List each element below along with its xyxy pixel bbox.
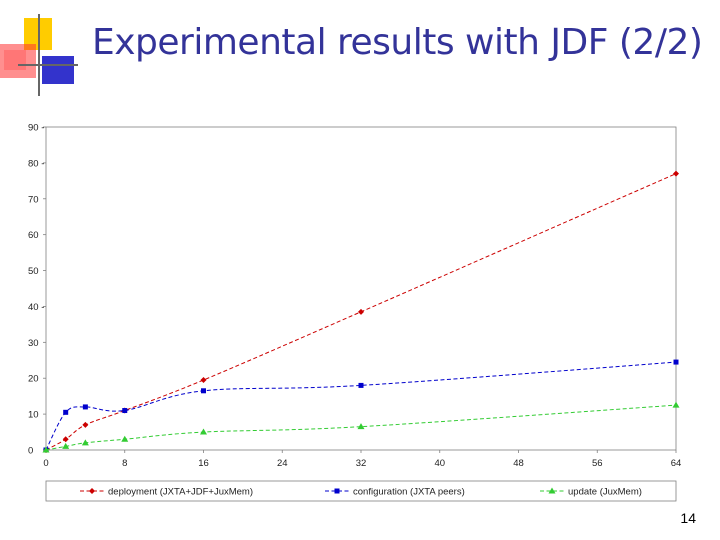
data-point-2 (121, 435, 129, 442)
y-tick-label: 60 (28, 230, 39, 241)
x-tick-label: 40 (434, 458, 445, 469)
legend-swatch-marker (334, 488, 340, 494)
data-point-2 (42, 446, 50, 453)
x-tick-label: 48 (513, 458, 524, 469)
x-tick-label: 8 (122, 458, 127, 469)
data-point-1 (673, 359, 679, 365)
legend-label: deployment (JXTA+JDF+JuxMem) (108, 487, 253, 498)
data-point-1 (358, 382, 364, 388)
y-tick-label: 40 - (28, 302, 44, 313)
data-point-0 (673, 170, 679, 177)
y-tick-label: 10 (28, 410, 39, 421)
data-point-2 (200, 428, 207, 435)
x-tick-label: 24 (277, 458, 288, 469)
legend-box (45, 480, 677, 502)
legend-swatch-marker (548, 487, 556, 494)
data-point-0 (358, 308, 364, 315)
data-point-2 (357, 423, 365, 430)
data-point-1 (201, 388, 206, 394)
x-tick-label: 0 (43, 458, 48, 469)
slide-number: 14 (680, 510, 696, 526)
y-tick-label: 80 - (28, 158, 44, 169)
plot-frame (45, 126, 677, 451)
data-point-0 (200, 377, 207, 384)
decor-vertical-line (38, 14, 40, 96)
data-point-2 (672, 401, 680, 408)
data-point-0 (82, 421, 89, 428)
y-tick-label: 0 (28, 446, 33, 457)
y-tick-label: 20 (28, 374, 39, 385)
data-point-1 (82, 404, 88, 410)
slide-title: Experimental results with JDF (2/2) (92, 22, 703, 63)
y-tick-label: 30 (28, 338, 39, 349)
legend-swatch-marker (89, 488, 95, 494)
decor-horizontal-line (18, 64, 78, 66)
y-tick-label: 50 (28, 266, 39, 277)
y-tick-label: 90 - (28, 123, 44, 134)
x-tick-label: 56 (592, 458, 603, 469)
series-line-0 (45, 173, 677, 451)
y-tick-label: 70 (28, 194, 39, 205)
series-line-1 (45, 361, 677, 451)
data-point-2 (62, 442, 70, 449)
data-point-2 (81, 439, 89, 446)
x-tick-label: 32 (356, 458, 367, 469)
x-tick-label: 64 (671, 458, 682, 469)
data-point-1 (63, 409, 69, 415)
x-tick-label: 16 (198, 458, 209, 469)
data-point-0 (62, 436, 69, 443)
decor-blue-square (42, 56, 74, 84)
data-point-1 (122, 408, 128, 414)
legend-label: configuration (JXTA peers) (353, 487, 465, 498)
legend-label: update (JuxMem) (568, 487, 642, 498)
